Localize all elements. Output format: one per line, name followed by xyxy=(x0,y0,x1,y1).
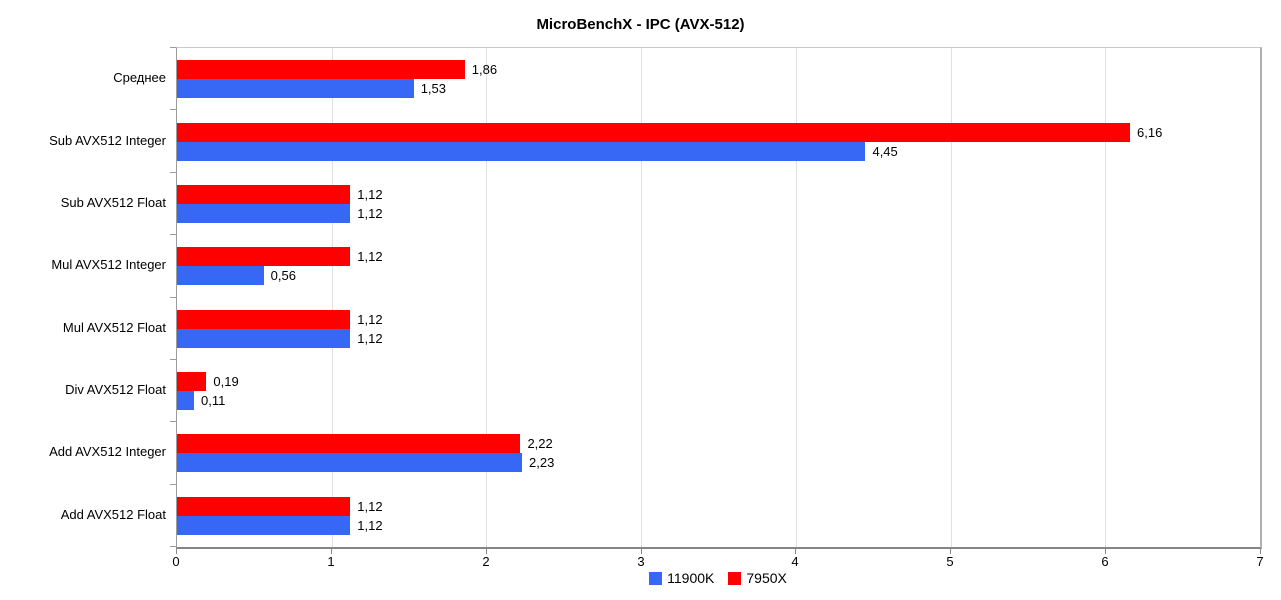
y-axis-tick xyxy=(170,297,176,298)
x-axis-tick xyxy=(950,549,951,554)
bar-11900K xyxy=(177,79,414,98)
category-axis-labels: Среднее Sub AVX512 Integer Sub AVX512 Floa… xyxy=(0,0,166,600)
bar-11900K xyxy=(177,516,351,535)
x-axis-tick xyxy=(1260,549,1261,554)
value-label-11900K: 0,11 xyxy=(201,393,226,408)
x-axis-tick xyxy=(176,549,177,554)
bar-11900K xyxy=(177,453,522,472)
x-axis-tick xyxy=(795,549,796,554)
x-axis-tick-label: 4 xyxy=(791,554,799,569)
category-label: Sub AVX512 Integer xyxy=(49,133,166,148)
value-label-11900K: 2,23 xyxy=(529,455,555,470)
plot-area: 1,86 1,53 6,16 4,45 1,12 1,12 1,12 0,56 1,12 1,12… xyxy=(176,47,1262,549)
legend-item-11900K: 11900K xyxy=(649,570,714,586)
value-label-7950X: 0,19 xyxy=(213,374,239,389)
category-label: Add AVX512 Integer xyxy=(49,444,166,459)
y-axis-tick xyxy=(170,484,176,485)
legend-label: 11900K xyxy=(667,570,715,586)
y-axis-tick xyxy=(170,359,176,360)
value-label-7950X: 1,12 xyxy=(357,312,383,327)
y-axis-tick xyxy=(170,421,176,422)
x-axis-tick-label: 1 xyxy=(327,554,335,569)
value-label-7950X: 6,16 xyxy=(1137,125,1163,140)
x-axis-tick-label: 6 xyxy=(1101,554,1109,569)
gridline xyxy=(331,48,333,547)
chart-title: MicroBenchX - IPC (AVX-512) xyxy=(536,16,745,33)
category-label: Среднее xyxy=(113,70,166,85)
value-label-7950X: 1,12 xyxy=(357,499,383,514)
gridline xyxy=(1105,48,1107,547)
y-axis-tick xyxy=(170,234,176,235)
y-axis-tick xyxy=(170,546,176,547)
y-axis-tick xyxy=(170,47,176,48)
legend: 11900K 7950X xyxy=(176,570,1260,586)
category-label: Div AVX512 Float xyxy=(65,382,166,397)
x-axis-tick-label: 2 xyxy=(482,554,490,569)
category-label: Mul AVX512 Integer xyxy=(51,257,166,272)
bar-7950X xyxy=(177,310,351,329)
bar-11900K xyxy=(177,142,866,161)
bar-7950X xyxy=(177,434,521,453)
gridline xyxy=(950,48,952,547)
bar-7950X xyxy=(177,497,351,516)
value-label-11900K: 1,12 xyxy=(357,206,383,221)
bar-7950X xyxy=(177,60,465,79)
x-axis-tick xyxy=(1105,549,1106,554)
value-label-11900K: 1,12 xyxy=(357,331,383,346)
legend-swatch-11900K xyxy=(649,571,663,585)
value-label-7950X: 2,22 xyxy=(527,436,553,451)
legend-label: 7950X xyxy=(746,570,787,586)
gridline xyxy=(486,48,488,547)
legend-item-7950X: 7950X xyxy=(728,570,787,586)
legend-swatch-7950X xyxy=(728,571,742,585)
x-axis-tick-label: 5 xyxy=(946,554,954,569)
bar-7950X xyxy=(177,185,351,204)
bar-7950X xyxy=(177,372,207,391)
bar-11900K xyxy=(177,329,351,348)
x-axis-tick xyxy=(331,549,332,554)
value-label-7950X: 1,12 xyxy=(357,187,383,202)
category-label: Add AVX512 Float xyxy=(60,507,166,522)
y-axis-tick xyxy=(170,109,176,110)
bar-7950X xyxy=(177,123,1131,142)
bar-11900K xyxy=(177,391,195,410)
bar-11900K xyxy=(177,204,351,223)
value-label-11900K: 1,53 xyxy=(420,81,447,96)
gridline xyxy=(795,48,797,547)
x-axis-tick-label: 3 xyxy=(637,554,645,569)
bar-11900K xyxy=(177,266,264,285)
x-axis-tick-label: 7 xyxy=(1256,554,1264,569)
category-label: Sub AVX512 Float xyxy=(60,195,166,210)
x-axis-tick-label: 0 xyxy=(172,554,180,569)
x-axis-tick xyxy=(641,549,642,554)
category-label: Mul AVX512 Float xyxy=(62,320,166,335)
gridline xyxy=(641,48,643,547)
x-axis-tick xyxy=(486,549,487,554)
value-label-11900K: 1,12 xyxy=(357,518,383,533)
value-label-11900K: 4,45 xyxy=(872,144,898,159)
y-axis-tick xyxy=(170,172,176,173)
value-label-11900K: 0,56 xyxy=(270,268,296,283)
value-label-7950X: 1,86 xyxy=(471,62,498,77)
bar-7950X xyxy=(177,247,351,266)
value-label-7950X: 1,12 xyxy=(357,249,383,264)
